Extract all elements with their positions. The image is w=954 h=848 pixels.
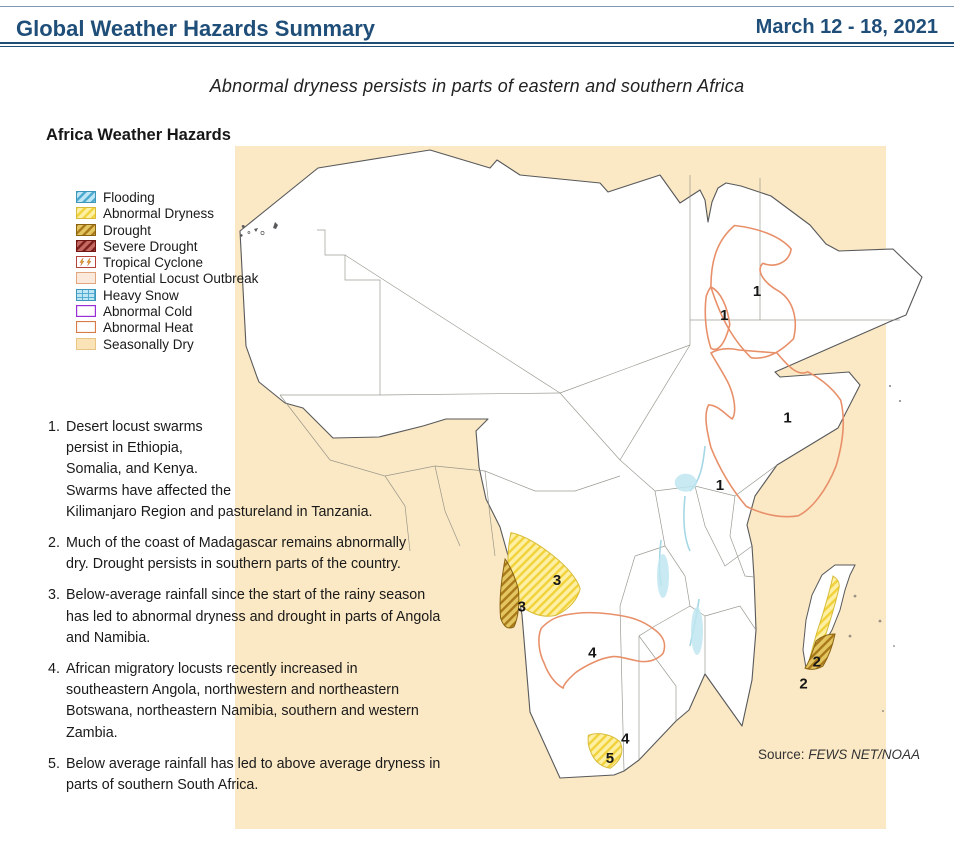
svg-text:1: 1 bbox=[720, 307, 728, 324]
svg-text:1: 1 bbox=[753, 283, 761, 300]
